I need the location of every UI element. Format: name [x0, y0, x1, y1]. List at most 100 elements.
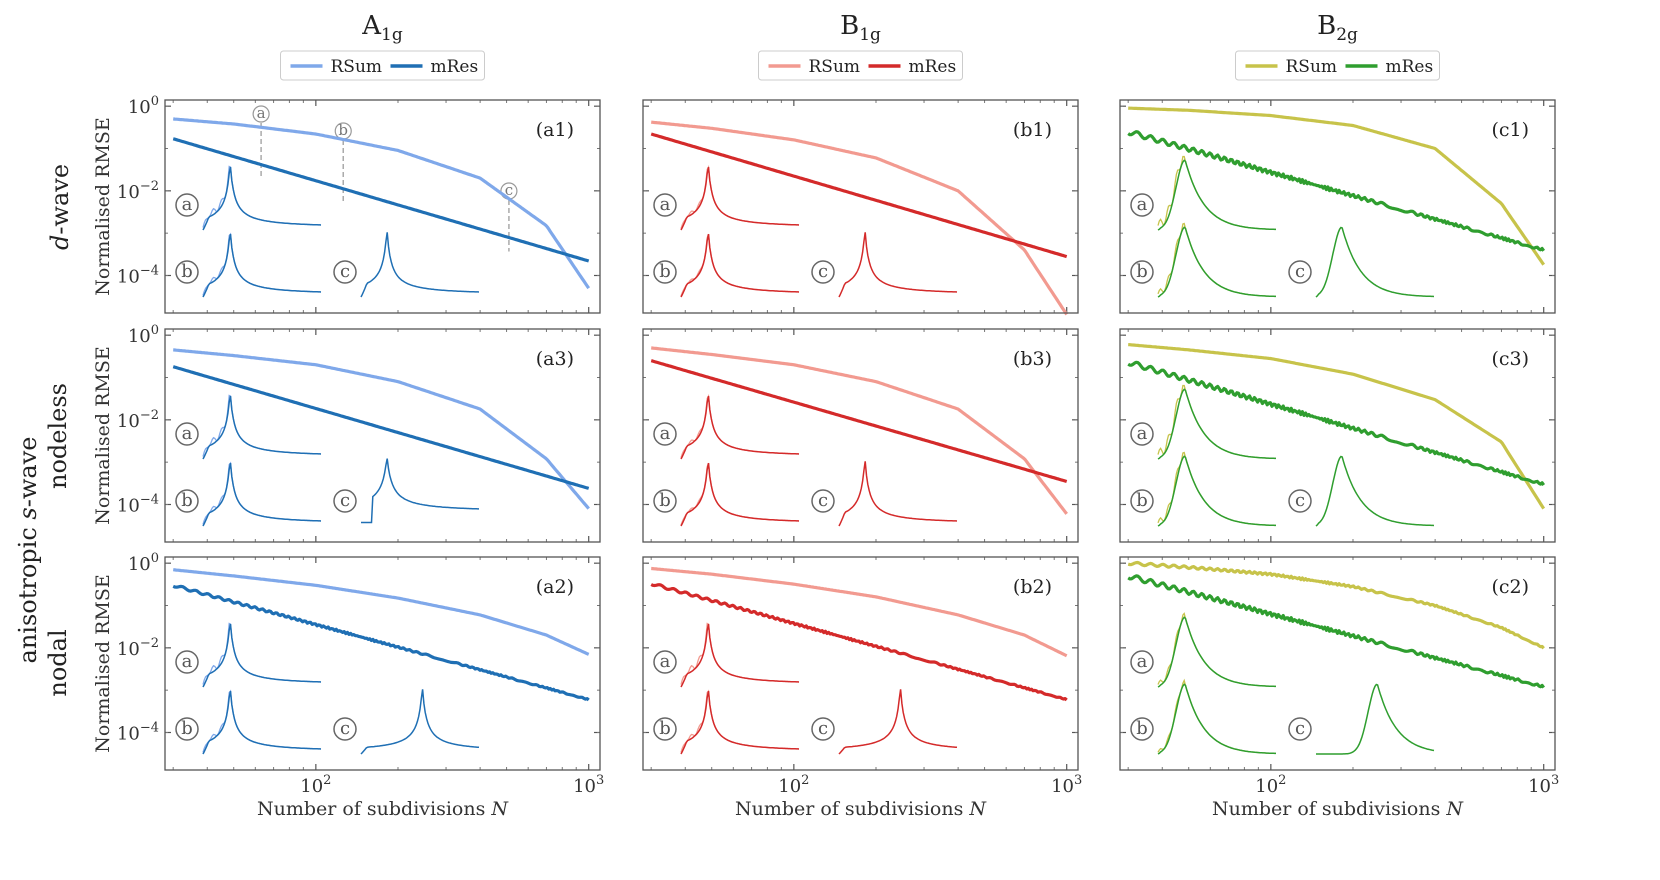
inset-marker-circle — [175, 717, 199, 741]
x-tick-label: 102 — [300, 773, 331, 797]
inset-marker-circle — [175, 193, 199, 217]
panel-label: (a2) — [536, 576, 574, 598]
inset-mres-spectrum — [1157, 683, 1276, 755]
series-rsum-line — [173, 117, 591, 290]
inset-mres-spectrum — [1157, 388, 1276, 460]
panel-frame — [164, 328, 601, 543]
inset-rsum-spectrum — [680, 689, 800, 753]
legend-rsum-label: RSum — [331, 57, 383, 77]
series-mres-line — [172, 584, 590, 702]
y-tick-label: 10−2 — [117, 408, 159, 432]
panel-label: (b3) — [1013, 348, 1052, 370]
inset-mres-spectrum — [838, 461, 958, 527]
panel-frame — [1119, 556, 1556, 771]
panel-c1: a b c (c1) — [1119, 99, 1556, 314]
inset-mres-spectrum — [360, 689, 480, 755]
series-rsum-line — [651, 346, 1068, 515]
inset-marker-letter: b — [181, 718, 193, 739]
inset-mres-spectrum — [202, 623, 322, 688]
inset-mres-spectrum — [1157, 616, 1276, 688]
y-tick-label: 10−4 — [117, 263, 159, 287]
inset-c: c — [333, 232, 480, 298]
inset-marker-circle — [1130, 193, 1154, 217]
inset-marker-letter: b — [659, 490, 671, 511]
inset-marker-circle — [1288, 717, 1312, 741]
inset-b: b — [175, 689, 322, 755]
inset-mres-spectrum — [202, 462, 322, 527]
figure-content: A1g RSum mRes B1g RSum mRes B2g RSum mRes d-wave a… — [14, 11, 1559, 820]
sampling-marker-letter: b — [338, 121, 348, 139]
panel-frame — [642, 328, 1079, 543]
sampling-marker-a: a — [252, 104, 270, 179]
column-title-2: B2g — [1317, 11, 1358, 45]
legend-mres-label: mRes — [431, 57, 479, 77]
y-tick-label: 100 — [128, 94, 159, 118]
series-mres-line — [172, 365, 590, 490]
inset-marker-circle — [653, 193, 677, 217]
inset-b: b — [653, 233, 800, 298]
inset-c: c — [811, 461, 958, 527]
inset-marker-circle — [653, 650, 677, 674]
panel-b3: a b c (b3) — [642, 328, 1079, 543]
inset-marker-letter: c — [1295, 261, 1305, 282]
x-tick-label: 102 — [778, 773, 809, 797]
inset-marker-circle — [175, 650, 199, 674]
inset-c: c — [811, 689, 958, 755]
inset-rsum-spectrum — [202, 689, 322, 753]
panel-b2: 102 103 Number of subdivisions N a b c (b2) — [642, 556, 1082, 820]
inset-mres-spectrum — [361, 458, 479, 524]
inset-marker-letter: a — [1137, 423, 1148, 444]
series-mres-line — [650, 359, 1068, 484]
y-tick-label: 100 — [128, 323, 159, 347]
series-rsum-line — [173, 348, 590, 510]
inset-mres-spectrum — [1157, 455, 1276, 527]
x-axis-label: Number of subdivisions N — [1212, 798, 1464, 820]
inset-c: c — [333, 689, 480, 755]
inset-mres-spectrum — [202, 690, 322, 755]
inset-rsum-spectrum — [202, 232, 322, 296]
inset-mres-spectrum — [1315, 455, 1435, 527]
x-axis-label: Number of subdivisions N — [257, 798, 509, 820]
inset-marker-letter: c — [818, 718, 828, 739]
sampling-marker-circle — [252, 105, 270, 123]
inset-rsum-spectrum — [202, 622, 322, 685]
inset-marker-letter: a — [660, 194, 671, 215]
inset-mres-spectrum — [838, 689, 958, 755]
inset-marker-circle — [1130, 260, 1154, 284]
inset-b: b — [653, 462, 800, 527]
inset-b: b — [1130, 451, 1276, 527]
legend-rsum-label: RSum — [809, 57, 861, 77]
series-rsum-line — [651, 566, 1068, 658]
series-rsum-line — [1128, 343, 1546, 510]
inset-mres-spectrum — [680, 690, 800, 755]
legend-mres-label: mRes — [909, 57, 957, 77]
panel-frame — [642, 556, 1079, 771]
panel-label: (c2) — [1491, 576, 1529, 598]
inset-mres-spectrum — [680, 166, 800, 231]
inset-c: c — [1288, 226, 1435, 298]
inset-a: a — [1130, 384, 1276, 460]
inset-marker-letter: a — [182, 651, 193, 672]
inset-marker-letter: c — [340, 718, 350, 739]
panel-label: (b1) — [1013, 119, 1052, 141]
inset-marker-letter: b — [181, 261, 193, 282]
series-mres-line — [1127, 130, 1546, 252]
inset-marker-letter: b — [1136, 261, 1148, 282]
panel-label: (c3) — [1491, 348, 1529, 370]
inset-mres-spectrum — [680, 623, 800, 688]
inset-marker-circle — [811, 717, 835, 741]
series-rsum-line — [651, 120, 1069, 316]
legend-1: RSum mRes — [758, 50, 963, 81]
inset-marker-circle — [1288, 260, 1312, 284]
inset-marker-letter: a — [182, 423, 193, 444]
x-tick-label: 103 — [1528, 773, 1559, 797]
inset-a: a — [653, 164, 800, 231]
panel-label: (b2) — [1013, 576, 1052, 598]
x-tick-label: 103 — [573, 773, 604, 797]
panel-c3: a b c (c3) — [1119, 328, 1556, 543]
inset-mres-spectrum — [1315, 226, 1435, 298]
inset-marker-letter: a — [1137, 651, 1148, 672]
panel-c2: 102 103 Number of subdivisions N a b c (c2) — [1119, 556, 1559, 820]
panel-label: (a3) — [536, 348, 574, 370]
